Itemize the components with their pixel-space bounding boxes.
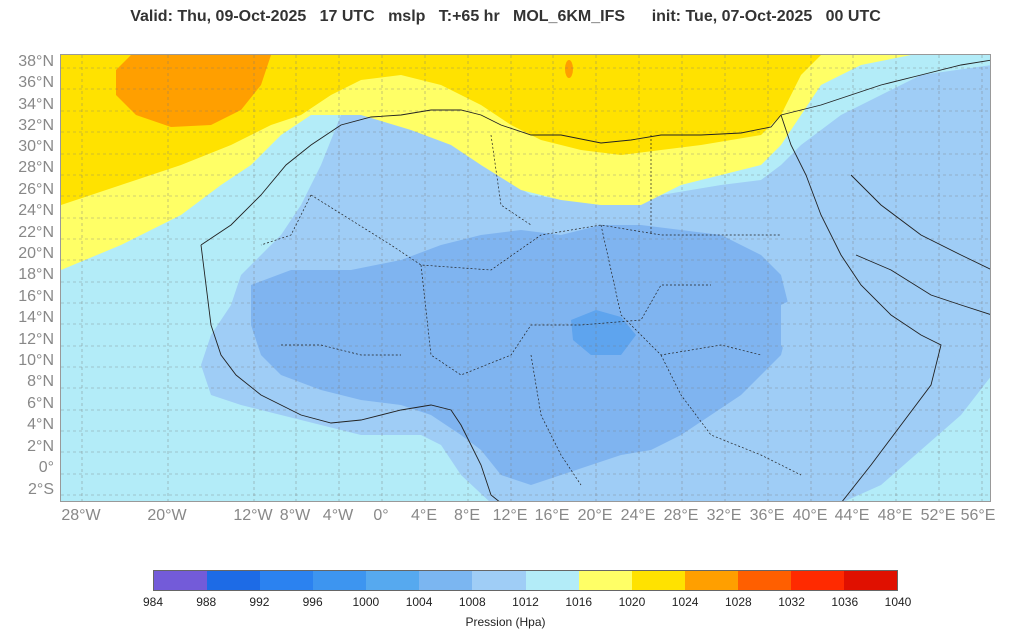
colorbar-segment: [313, 571, 367, 590]
lon-label: 12°E: [492, 507, 528, 524]
lat-label: 28°N: [18, 159, 54, 176]
lon-label: 0°: [373, 507, 389, 524]
band-1000: [571, 310, 636, 355]
lat-label: 22°N: [18, 224, 54, 241]
lat-gridlines: [61, 67, 990, 496]
lat-label: 36°N: [18, 74, 54, 91]
country-borders: [260, 134, 802, 486]
lon-label: 28°E: [663, 507, 699, 524]
lon-label: 52°E: [920, 507, 956, 524]
lon-label: 12°W: [233, 507, 273, 524]
colorbar-tick-label: 996: [302, 595, 323, 609]
colorbar-segment: [790, 571, 845, 590]
colorbar-tick-label: 1036: [831, 595, 859, 609]
lon-label: 32°E: [706, 507, 742, 524]
colorbar-tick-label: 992: [249, 595, 270, 609]
colorbar-tick-label: 1040: [884, 595, 912, 609]
colorbar-segment: [844, 571, 898, 590]
lon-label: 4°W: [322, 507, 354, 524]
pressure-colorbar: [153, 570, 898, 591]
colorbar-tick-label: 1000: [352, 595, 380, 609]
colorbar-segment: [366, 571, 420, 590]
lon-label: 48°E: [877, 507, 913, 524]
colorbar-segment: [419, 571, 473, 590]
lon-label: 8°W: [279, 507, 311, 524]
lat-label: 2°N: [27, 438, 54, 455]
colorbar-tick-label: 1008: [458, 595, 486, 609]
lon-label: 40°E: [792, 507, 828, 524]
lat-label: 4°N: [27, 416, 54, 433]
colorbar-tick-label: 988: [196, 595, 217, 609]
colorbar-label: Pression (Hpa): [465, 615, 546, 629]
lon-label: 16°E: [534, 507, 570, 524]
colorbar-segment: [631, 571, 685, 590]
colorbar-segment: [525, 571, 579, 590]
lat-label: 20°N: [18, 245, 54, 262]
lon-label: 24°E: [620, 507, 656, 524]
coastlines: [200, 59, 990, 501]
lat-label: 24°N: [18, 202, 54, 219]
lat-label: 12°N: [18, 331, 54, 348]
band-1024-spot: [565, 60, 573, 78]
lat-label: 38°N: [18, 53, 54, 70]
pressure-map-svg: [61, 55, 990, 501]
colorbar-tick-label: 1016: [565, 595, 593, 609]
colorbar-segment: [260, 571, 314, 590]
colorbar-segment: [578, 571, 632, 590]
lat-label: 0°: [38, 459, 54, 476]
lat-label: 32°N: [18, 117, 54, 134]
colorbar-tick-label: 1012: [512, 595, 539, 609]
lat-label: 30°N: [18, 138, 54, 155]
colorbar-tick-label: 1004: [405, 595, 433, 609]
colorbar-segment: [154, 571, 208, 590]
colorbar-segment: [737, 571, 791, 590]
lon-label: 20°E: [577, 507, 613, 524]
lat-label: 6°N: [27, 395, 54, 412]
colorbar-tick-label: 984: [142, 595, 164, 609]
lon-gridlines: [81, 55, 983, 501]
lon-label: 8°E: [454, 507, 480, 524]
lat-label: 34°N: [18, 96, 54, 113]
lat-label: 10°N: [18, 352, 54, 369]
lat-label: 8°N: [27, 373, 54, 390]
lat-label: 18°N: [18, 266, 54, 283]
pressure-map: [60, 54, 991, 502]
band-1004: [251, 225, 791, 485]
lon-label: 56°E: [960, 507, 996, 524]
lon-label: 44°E: [834, 507, 870, 524]
lon-label: 36°E: [749, 507, 785, 524]
colorbar-segment: [684, 571, 738, 590]
colorbar-tick-label: 1024: [671, 595, 699, 609]
lat-label: 2°S: [28, 481, 54, 498]
colorbar-tick-label: 1028: [724, 595, 752, 609]
map-title: Valid: Thu, 09-Oct-2025 17 UTC mslp T:+6…: [130, 8, 881, 25]
colorbar-tick-label: 1032: [778, 595, 805, 609]
colorbar-segment: [207, 571, 261, 590]
lon-label: 28°W: [61, 507, 101, 524]
band-1024: [116, 55, 271, 127]
colorbar-segment: [472, 571, 526, 590]
lat-label: 14°N: [18, 309, 54, 326]
lon-label: 20°W: [147, 507, 187, 524]
lat-label: 26°N: [18, 181, 54, 198]
lon-label: 4°E: [411, 507, 437, 524]
lat-label: 16°N: [18, 288, 54, 305]
band-1008-east: [781, 285, 961, 415]
colorbar-tick-label: 1020: [618, 595, 646, 609]
